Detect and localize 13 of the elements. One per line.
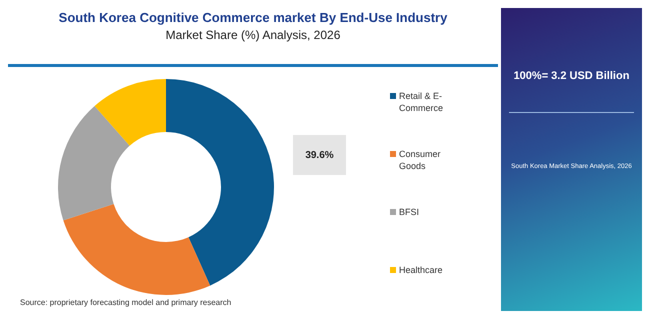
chart-title: South Korea Cognitive Commerce market By End-Use Industry (58, 10, 448, 25)
donut-slice (63, 204, 210, 295)
legend-label: Consumer Goods (399, 148, 442, 172)
legend-label: BFSI (399, 206, 420, 218)
text: 100%= 3.2 USD Billion (512, 70, 630, 82)
chart-subtitle: Market Share (%) Analysis, 2026 (164, 28, 342, 42)
text: 39.6% (293, 135, 346, 175)
legend-label: Healthcare (399, 264, 444, 276)
source-note: Source: proprietary forecasting model and primary research (20, 298, 232, 307)
donut-slice (58, 106, 130, 220)
legend-label: Retail & E-Commerce (399, 90, 444, 114)
donut-slice (94, 79, 166, 146)
donut-slice (166, 79, 274, 286)
